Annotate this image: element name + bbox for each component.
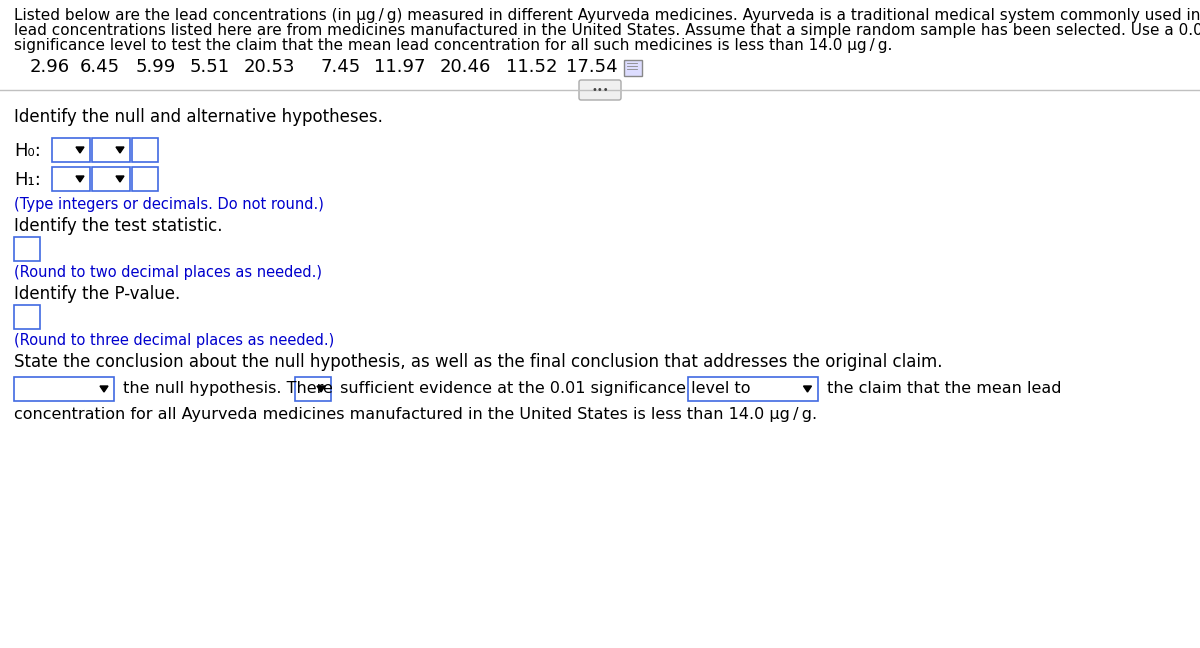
Polygon shape <box>116 176 124 182</box>
FancyBboxPatch shape <box>14 237 40 261</box>
FancyBboxPatch shape <box>14 305 40 329</box>
Text: Listed below are the lead concentrations (in μg / g) measured in different Ayurv: Listed below are the lead concentrations… <box>14 8 1200 23</box>
Text: concentration for all Ayurveda medicines manufactured in the United States is le: concentration for all Ayurveda medicines… <box>14 407 817 422</box>
Text: Identify the test statistic.: Identify the test statistic. <box>14 217 222 235</box>
Text: H₀:: H₀: <box>14 142 41 160</box>
Text: 11.97: 11.97 <box>374 58 426 76</box>
Text: 17.54: 17.54 <box>566 58 618 76</box>
Text: 2.96: 2.96 <box>30 58 70 76</box>
FancyBboxPatch shape <box>688 377 817 401</box>
Text: the claim that the mean lead: the claim that the mean lead <box>822 381 1061 396</box>
Polygon shape <box>100 386 108 392</box>
Text: 6.45: 6.45 <box>80 58 120 76</box>
Text: (Type integers or decimals. Do not round.): (Type integers or decimals. Do not round… <box>14 197 324 212</box>
FancyBboxPatch shape <box>580 80 622 100</box>
Text: State the conclusion about the null hypothesis, as well as the final conclusion : State the conclusion about the null hypo… <box>14 353 942 371</box>
FancyBboxPatch shape <box>52 138 90 162</box>
Text: 11.52: 11.52 <box>506 58 558 76</box>
Polygon shape <box>317 386 325 392</box>
Polygon shape <box>76 147 84 153</box>
Text: •••: ••• <box>592 85 608 95</box>
Text: lead concentrations listed here are from medicines manufactured in the United St: lead concentrations listed here are from… <box>14 23 1200 38</box>
Text: 20.53: 20.53 <box>244 58 295 76</box>
Text: 5.99: 5.99 <box>136 58 176 76</box>
Text: (Round to three decimal places as needed.): (Round to three decimal places as needed… <box>14 333 335 348</box>
Polygon shape <box>804 386 811 392</box>
Text: significance level to test the claim that the mean lead concentration for all su: significance level to test the claim tha… <box>14 38 893 53</box>
Text: the null hypothesis. There: the null hypothesis. There <box>118 381 338 396</box>
FancyBboxPatch shape <box>295 377 331 401</box>
FancyBboxPatch shape <box>14 377 114 401</box>
FancyBboxPatch shape <box>92 167 130 191</box>
Text: 7.45: 7.45 <box>320 58 360 76</box>
Text: 20.46: 20.46 <box>440 58 491 76</box>
FancyBboxPatch shape <box>52 167 90 191</box>
Text: (Round to two decimal places as needed.): (Round to two decimal places as needed.) <box>14 265 322 280</box>
FancyBboxPatch shape <box>624 60 642 76</box>
Text: Identify the P-value.: Identify the P-value. <box>14 285 180 303</box>
Text: Identify the null and alternative hypotheses.: Identify the null and alternative hypoth… <box>14 108 383 126</box>
Polygon shape <box>116 147 124 153</box>
Text: 5.51: 5.51 <box>190 58 230 76</box>
Polygon shape <box>76 176 84 182</box>
FancyBboxPatch shape <box>92 138 130 162</box>
FancyBboxPatch shape <box>132 167 158 191</box>
Text: sufficient evidence at the 0.01 significance level to: sufficient evidence at the 0.01 signific… <box>335 381 756 396</box>
FancyBboxPatch shape <box>132 138 158 162</box>
Text: H₁:: H₁: <box>14 171 41 189</box>
